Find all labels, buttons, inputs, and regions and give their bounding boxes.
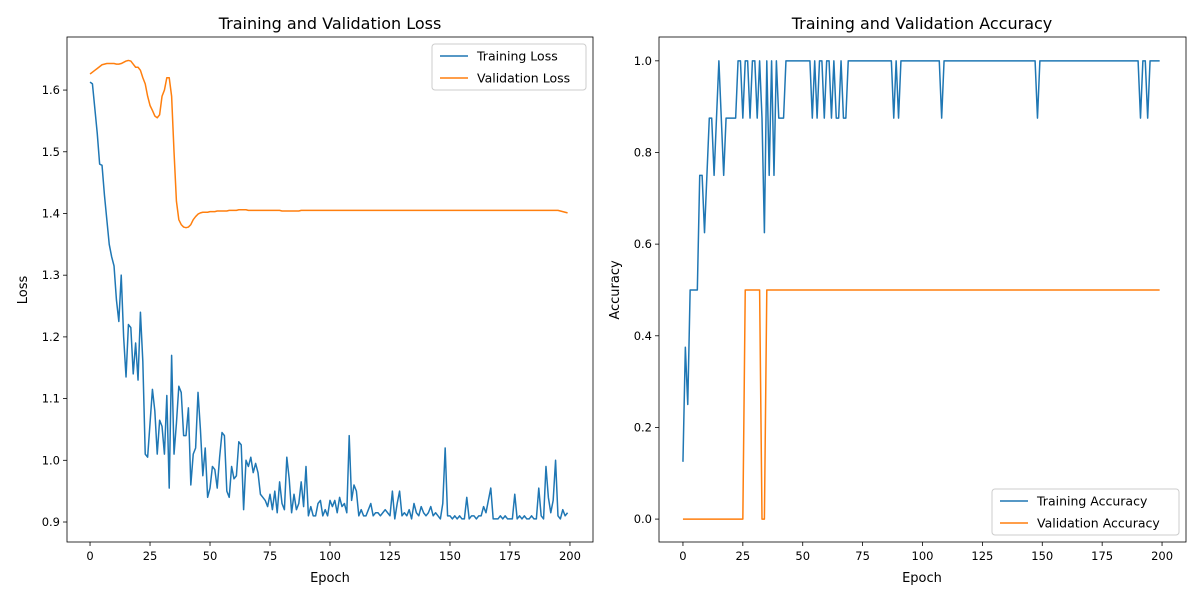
- accuracy-series-validation-accuracy: [682, 289, 1160, 520]
- accuracy-x-tick-label: 25: [736, 549, 751, 563]
- loss-series-validation-loss: [89, 59, 568, 229]
- loss-chart-title: Training and Validation Loss: [218, 14, 442, 33]
- loss-chart: Training and Validation Loss Epoch Loss …: [16, 14, 594, 586]
- loss-legend-label: Training Loss: [476, 49, 558, 64]
- loss-y-tick-label: 0.9: [42, 515, 60, 529]
- accuracy-x-tick-label: 125: [971, 549, 993, 563]
- loss-x-tick-label: 200: [559, 549, 581, 563]
- loss-y-tick-label: 1.5: [42, 145, 60, 159]
- accuracy-x-tick-label: 100: [912, 549, 934, 563]
- accuracy-x-tick-label: 150: [1031, 549, 1053, 563]
- accuracy-x-tick-label: 0: [679, 549, 686, 563]
- loss-y-tick-label: 1.0: [42, 453, 60, 467]
- loss-y-tick-label: 1.4: [42, 206, 60, 220]
- loss-y-tick-label: 1.2: [42, 330, 60, 344]
- accuracy-y-tick-label: 0.8: [634, 145, 652, 159]
- accuracy-y-tick-label: 1.0: [634, 54, 652, 68]
- loss-x-tick-label: 0: [86, 549, 93, 563]
- accuracy-x-tick-label: 200: [1151, 549, 1173, 563]
- accuracy-chart-title: Training and Validation Accuracy: [791, 14, 1053, 33]
- loss-x-tick-label: 75: [263, 549, 278, 563]
- loss-y-tick-label: 1.3: [42, 268, 60, 282]
- accuracy-legend-label: Training Accuracy: [1036, 494, 1148, 509]
- accuracy-legend-label: Validation Accuracy: [1037, 516, 1160, 531]
- loss-legend-label: Validation Loss: [477, 71, 570, 86]
- accuracy-x-axis-label: Epoch: [902, 571, 942, 586]
- loss-x-tick-label: 175: [499, 549, 521, 563]
- loss-x-tick-label: 150: [439, 549, 461, 563]
- accuracy-x-tick-label: 75: [855, 549, 870, 563]
- loss-legend-box: [431, 43, 587, 91]
- loss-x-tick-label: 125: [379, 549, 401, 563]
- accuracy-y-tick-label: 0.6: [634, 237, 652, 251]
- accuracy-y-axis-label: Accuracy: [608, 260, 623, 320]
- loss-x-tick-label: 100: [319, 549, 341, 563]
- accuracy-x-tick-label: 175: [1091, 549, 1113, 563]
- loss-y-axis-label: Loss: [16, 276, 31, 305]
- loss-y-tick-label: 1.6: [42, 83, 60, 97]
- accuracy-legend: Training Accuracy Validation Accuracy: [991, 488, 1180, 536]
- accuracy-chart: Training and Validation Accuracy Epoch A…: [608, 14, 1187, 586]
- loss-legend: Training Loss Validation Loss: [431, 43, 587, 91]
- loss-x-tick-label: 25: [143, 549, 158, 563]
- loss-x-tick-label: 50: [203, 549, 218, 563]
- accuracy-legend-box: [991, 488, 1180, 536]
- accuracy-y-tick-label: 0.0: [634, 512, 652, 526]
- accuracy-y-tick-label: 0.4: [634, 329, 652, 343]
- loss-series-training-loss: [89, 81, 569, 520]
- accuracy-x-tick-label: 50: [795, 549, 810, 563]
- accuracy-y-tick-label: 0.2: [634, 420, 652, 434]
- accuracy-series-training-accuracy: [682, 60, 1160, 462]
- loss-x-axis-label: Epoch: [310, 571, 350, 586]
- loss-y-tick-label: 1.1: [42, 392, 60, 406]
